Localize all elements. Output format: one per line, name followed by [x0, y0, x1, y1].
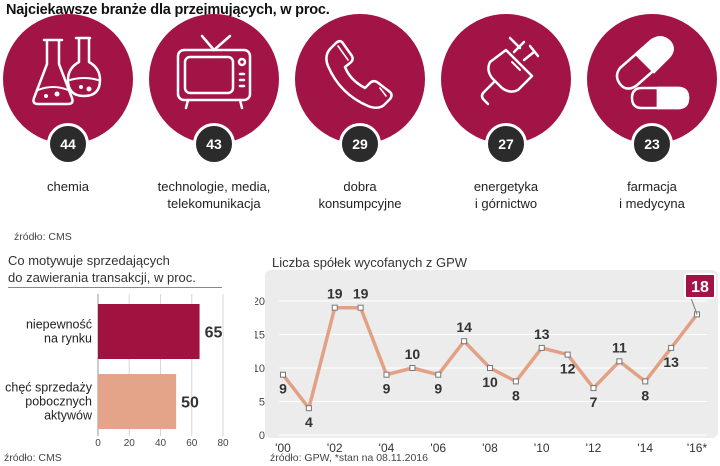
industry-circle — [587, 14, 717, 144]
data-point — [305, 405, 312, 412]
y-tick-label: 5 — [259, 397, 265, 409]
data-label: 12 — [560, 361, 576, 377]
x-tick-label: '00 — [275, 441, 291, 455]
pills-icon — [615, 36, 690, 110]
data-point — [564, 351, 571, 358]
data-label: 19 — [353, 286, 369, 302]
industry-label: technologie, media, telekomunikacja — [157, 179, 271, 211]
industry-value-badge: 29 — [339, 123, 381, 165]
data-label: 10 — [482, 374, 498, 390]
industry-label: farmacja i medycyna — [619, 179, 685, 211]
main-title: Najciekawsze branże dla przejmujących, w… — [6, 2, 330, 18]
delisted-chart-title: Liczba spółek wycofanych z GPW — [272, 255, 468, 270]
data-label: 9 — [434, 381, 442, 397]
industry-label: chemia — [47, 179, 89, 194]
y-tick-label: 0 — [259, 430, 265, 442]
industry-label: energetyka i górnictwo — [473, 179, 539, 211]
data-point — [435, 371, 442, 378]
chart-panel — [265, 270, 718, 438]
highlight-value: 18 — [691, 279, 709, 296]
tv-icon — [176, 34, 252, 110]
motives-chart-title: Co motywuje sprzedających do zawierania … — [8, 253, 196, 285]
data-point — [331, 304, 338, 311]
data-label: 8 — [641, 387, 649, 403]
data-point — [642, 378, 649, 385]
x-tick-label: 40 — [155, 438, 167, 448]
industry-circle — [441, 14, 571, 144]
category-label: na rynku — [44, 332, 92, 346]
data-point — [383, 371, 390, 378]
data-point — [668, 344, 675, 351]
x-tick-label: 20 — [124, 438, 136, 448]
industry-value-badge: 27 — [485, 123, 527, 165]
category-label: chęć sprzedaży — [5, 381, 93, 395]
data-label: 4 — [305, 414, 313, 430]
x-tick-label: '16* — [687, 441, 708, 455]
data-label: 10 — [405, 346, 421, 362]
bar — [98, 304, 200, 359]
x-tick-label: 60 — [186, 438, 198, 448]
category-label: pobocznych — [25, 395, 92, 409]
data-point — [409, 365, 416, 371]
bar-value-label: 50 — [181, 395, 199, 412]
data-point — [590, 385, 597, 392]
x-tick-label: '08 — [482, 441, 498, 455]
data-point — [487, 365, 493, 371]
data-label: 14 — [456, 319, 472, 335]
y-tick-label: 10 — [255, 363, 265, 375]
y-tick-label: 20 — [255, 296, 265, 308]
x-tick-label: '12 — [586, 441, 602, 455]
flask-icon — [32, 36, 102, 106]
data-point — [616, 358, 623, 365]
delisted-line-chart: 0 5 10 15 20 '00 '02 '04 '06 '08 '10 '12 '14 '16* 9 4 19… — [255, 270, 718, 455]
x-tick-label: '10 — [534, 441, 550, 455]
data-label: 8 — [512, 387, 520, 403]
x-tick-label: 0 — [95, 438, 101, 448]
data-point — [461, 338, 468, 345]
x-tick-label: '14 — [637, 441, 653, 455]
industry-value-badge: 23 — [631, 123, 673, 165]
data-label: 9 — [279, 381, 287, 397]
bar-value-label: 65 — [205, 325, 223, 342]
callout-line — [690, 297, 698, 315]
data-label: 11 — [612, 339, 627, 355]
plug-icon — [480, 36, 540, 106]
x-tick-label: '02 — [327, 441, 343, 455]
industry-label: dobra konsumpcyjne — [318, 179, 402, 211]
divider — [8, 287, 222, 288]
data-label: 7 — [590, 394, 598, 410]
bar — [98, 374, 177, 429]
data-point — [357, 304, 364, 311]
phone-icon — [325, 39, 393, 109]
data-point — [512, 378, 519, 385]
industry-value-badge: 44 — [47, 123, 89, 165]
data-label: 13 — [663, 354, 679, 370]
data-point — [280, 371, 286, 378]
x-tick-label: 80 — [217, 438, 229, 448]
y-tick-label: 15 — [255, 330, 265, 342]
data-label: 19 — [327, 286, 343, 302]
data-point — [538, 344, 545, 351]
highlight-badge — [684, 273, 716, 299]
x-tick-label: '06 — [430, 441, 446, 455]
industry-circle — [295, 14, 425, 144]
industry-value-badge: 43 — [193, 123, 235, 165]
industry-circle — [149, 14, 279, 144]
data-label: 9 — [383, 381, 391, 397]
source-note-industries: źródło: CMS — [14, 231, 72, 243]
source-note-delisted: źródło: GPW, *stan na 08.11.2016 — [270, 452, 428, 464]
data-label: 13 — [534, 326, 550, 342]
source-note-motives: źródło: CMS — [4, 452, 62, 464]
category-label: niepewność — [26, 318, 92, 332]
x-tick-label: '04 — [379, 441, 395, 455]
category-label: aktywów — [44, 409, 93, 423]
